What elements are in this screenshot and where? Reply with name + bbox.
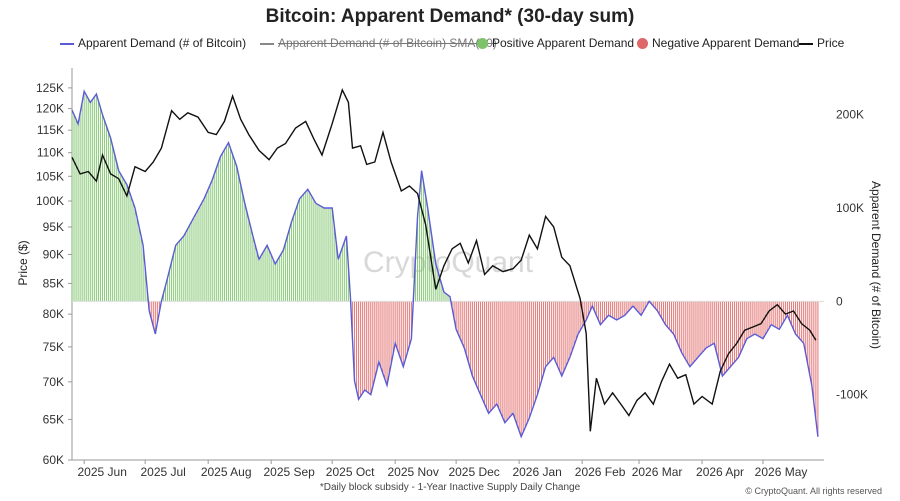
x-tick-label: 2025 Dec: [448, 465, 499, 479]
chart-title: Bitcoin: Apparent Demand* (30-day sum): [265, 6, 635, 27]
legend-positive-demand[interactable]: Positive Apparent Demand: [477, 36, 634, 50]
legend: Apparent Demand (# of Bitcoin) Apparent …: [0, 36, 900, 54]
left-tick-label: 60K: [43, 453, 64, 467]
left-tick-label: 125K: [36, 81, 64, 95]
x-tick-label: 2026 May: [755, 465, 808, 479]
left-tick-label: 75K: [43, 340, 64, 354]
x-tick-label: 2025 Aug: [201, 465, 252, 479]
legend-label: Positive Apparent Demand: [492, 36, 635, 50]
left-tick-label: 110K: [37, 146, 64, 160]
left-tick-label: 120K: [36, 102, 64, 116]
left-axis-title: Price ($): [16, 240, 30, 285]
left-tick-label: 70K: [43, 375, 64, 389]
right-axis-ticks: -100K 0 100K 200K: [836, 108, 868, 402]
demand-bars: [71, 91, 819, 437]
left-tick-label: 95K: [43, 220, 64, 234]
left-tick-label: 90K: [43, 247, 64, 261]
left-tick-label: 85K: [43, 276, 64, 290]
left-tick-label: 65K: [43, 412, 64, 426]
legend-line-swatch: [60, 42, 74, 45]
legend-label: Price: [817, 36, 845, 50]
legend-apparent-demand[interactable]: Apparent Demand (# of Bitcoin): [60, 36, 246, 50]
legend-label: Negative Apparent Demand: [652, 36, 800, 50]
price-line: [71, 87, 817, 432]
x-tick-label: 2026 Feb: [575, 465, 626, 479]
right-axis-title: Apparent Demand (# of Bitcoin): [869, 181, 883, 349]
x-tick-label: 2026 Mar: [632, 465, 683, 479]
legend-line-swatch: [799, 42, 813, 45]
legend-label: Apparent Demand (# of Bitcoin) SMA(30): [278, 36, 497, 50]
legend-negative-demand[interactable]: Negative Apparent Demand: [637, 36, 799, 50]
x-tick-label: 2026 Jan: [512, 465, 561, 479]
x-tick-label: 2025 Nov: [387, 465, 438, 479]
left-axis-ticks: 60K 65K 70K 75K 80K 85K 90K 95K 100K 105K 110K 115K…: [36, 81, 72, 467]
legend-price[interactable]: Price: [799, 36, 844, 50]
legend-line-swatch: [260, 42, 274, 45]
x-tick-label: 2025 Jul: [140, 465, 185, 479]
x-tick-label: 2025 Jun: [77, 465, 126, 479]
footnote: *Daily block subsidy - 1-Year Inactive S…: [319, 482, 581, 493]
right-tick-label: 200K: [836, 108, 864, 122]
legend-label: Apparent Demand (# of Bitcoin): [78, 36, 247, 50]
x-tick-label: 2025 Oct: [326, 465, 375, 479]
left-tick-label: 100K: [36, 194, 64, 208]
legend-apparent-demand-sma[interactable]: Apparent Demand (# of Bitcoin) SMA(30): [260, 36, 497, 50]
left-tick-label: 115K: [37, 123, 64, 137]
x-tick-label: 2025 Sep: [263, 465, 315, 479]
left-tick-label: 80K: [43, 307, 64, 321]
x-axis-ticks: 2025 Jun 2025 Jul 2025 Aug 2025 Sep 2025 Oct…: [77, 460, 807, 479]
apparent-demand-line: [71, 89, 819, 439]
legend-dot-swatch: [477, 38, 488, 50]
x-tick-label: 2026 Apr: [696, 465, 744, 479]
right-tick-label: -100K: [836, 388, 868, 402]
right-tick-label: 100K: [836, 201, 864, 215]
copyright: © CryptoQuant. All rights reserved: [745, 486, 882, 496]
right-tick-label: 0: [836, 294, 843, 308]
watermark: CryptoQuant: [363, 246, 534, 279]
left-tick-label: 105K: [36, 169, 64, 183]
legend-dot-swatch: [637, 38, 648, 50]
series-lines: [71, 87, 819, 439]
